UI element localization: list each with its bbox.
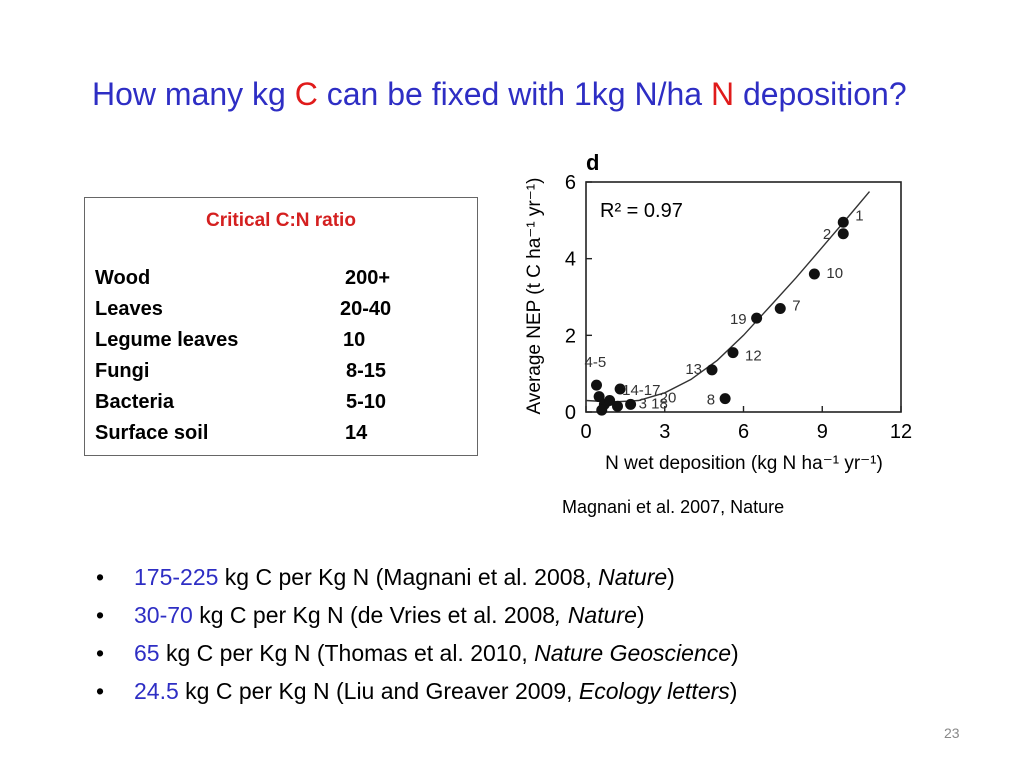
bullet-dot: • <box>96 602 105 628</box>
slide-title: How many kg C can be fixed with 1kg N/ha… <box>92 76 907 112</box>
nep-scatter-chart: d R² = 0.97 0 3 6 9 12 0 2 4 6 1 2 10 7 19 12 13 8 4-5 14… <box>510 150 930 490</box>
data-point <box>837 228 849 240</box>
data-point <box>593 391 605 403</box>
data-point <box>596 404 608 416</box>
bullet-item: • 24.5 kg C per Kg N (Liu and Greaver 20… <box>96 678 738 704</box>
fit-curve <box>585 191 871 403</box>
data-point <box>774 303 786 314</box>
cn-ratio-table: Critical C:N ratio Wood 200+ Leaves 20-4… <box>84 197 478 456</box>
data-label: 20 <box>660 390 677 407</box>
y-tick-label: 2 <box>565 325 576 347</box>
chart-caption: Magnani et al. 2007, Nature <box>562 497 785 517</box>
bullet-list: • 175-225 kg C per Kg N (Magnani et al. … <box>96 564 976 716</box>
data-point <box>751 312 763 324</box>
r2-annotation: R² = 0.97 <box>600 200 683 222</box>
data-point <box>727 347 739 359</box>
data-label: 1 <box>855 207 863 224</box>
data-point <box>614 383 626 395</box>
y-tick-label: 0 <box>565 402 576 424</box>
data-label: 3 18 <box>639 395 668 412</box>
data-point <box>719 393 731 405</box>
panel-label: d <box>586 150 599 175</box>
x-tick-label: 0 <box>580 421 591 443</box>
data-point <box>625 398 637 410</box>
y-tick-label: 4 <box>565 249 576 271</box>
data-point <box>808 268 820 280</box>
bullet-dot: • <box>96 678 105 704</box>
data-point <box>706 364 718 376</box>
x-tick-label: 3 <box>659 421 670 443</box>
data-point <box>612 400 623 412</box>
bullet-dot: • <box>96 640 105 666</box>
data-label: 19 <box>730 311 747 328</box>
data-label: 7 <box>792 298 800 315</box>
bullet-dot: • <box>96 564 105 590</box>
x-axis-label: N wet deposition (kg N ha⁻¹ yr⁻¹) <box>605 453 883 474</box>
data-label: 12 <box>745 348 762 365</box>
data-label: 8 <box>707 392 715 409</box>
data-label: 10 <box>826 265 843 282</box>
data-label: 4-5 <box>585 354 607 371</box>
y-tick-label: 6 <box>565 172 576 194</box>
x-tick-label: 9 <box>817 421 828 443</box>
bullet-item: • 175-225 kg C per Kg N (Magnani et al. … <box>96 564 675 590</box>
data-label: 13 <box>685 361 702 378</box>
x-tick-label: 12 <box>890 421 912 443</box>
bullet-item: • 65 kg C per Kg N (Thomas et al. 2010, … <box>96 640 739 666</box>
data-point <box>837 216 849 228</box>
y-axis-label: Average NEP (t C ha⁻¹ yr⁻¹) <box>524 178 545 415</box>
slide-number: 23 <box>944 725 960 741</box>
data-label: 2 <box>823 226 831 243</box>
x-tick-label: 6 <box>738 421 749 443</box>
data-label: 14-17 <box>622 382 660 399</box>
bullet-item: • 30-70 kg C per Kg N (de Vries et al. 2… <box>96 602 645 628</box>
data-point <box>591 379 602 391</box>
cn-table-title: Critical C:N ratio <box>206 210 356 231</box>
data-point <box>604 395 616 406</box>
